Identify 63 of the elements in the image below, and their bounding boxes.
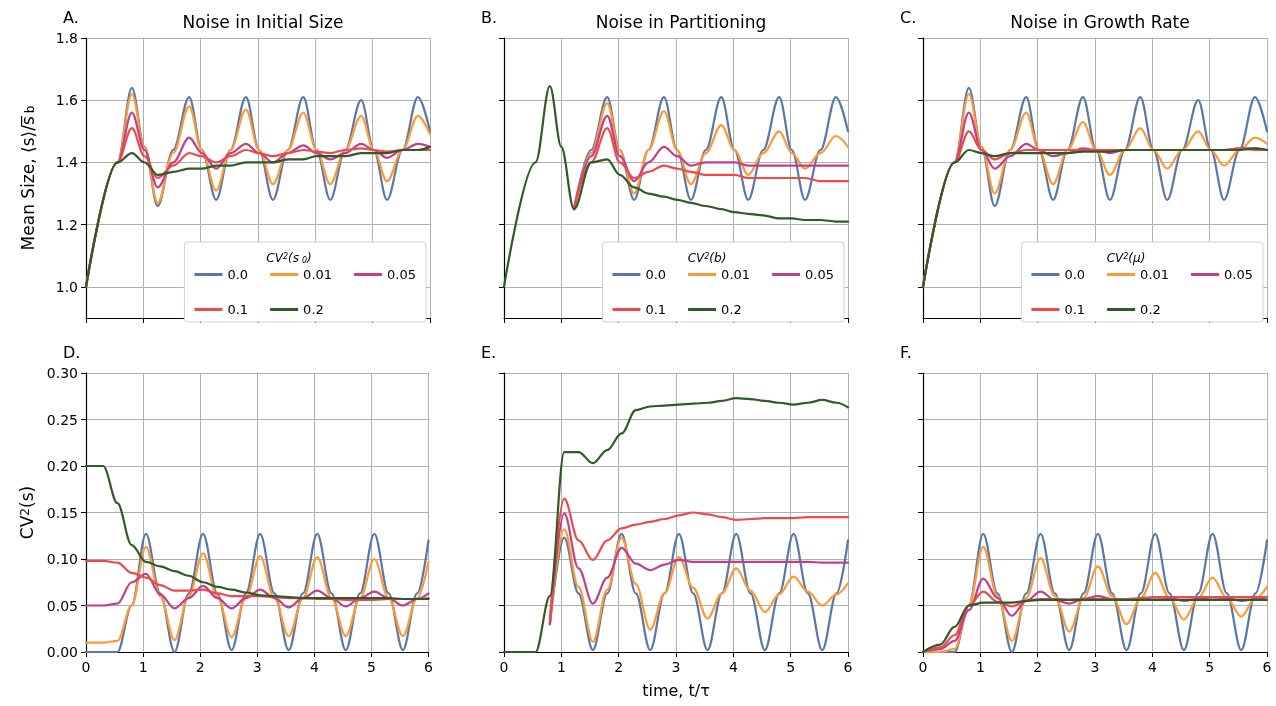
x-tick-label: 6	[424, 659, 434, 675]
x-tick-label: 5	[366, 659, 376, 675]
y-axis-title: CV2(s)	[17, 485, 38, 540]
x-tick-label: 6	[843, 659, 853, 675]
legend-label: 0.0	[645, 267, 667, 282]
y-tick-label: 1.0	[55, 278, 78, 295]
y-axis-title: Mean Size, ⟨s⟩/s̅b	[17, 105, 38, 251]
legend-label: 0.05	[805, 267, 835, 282]
y-tick-label: 0.10	[46, 551, 78, 567]
x-tick-label: 5	[1205, 659, 1215, 675]
y-tick-label: 1.8	[55, 30, 78, 46]
y-tick-label: 1.6	[55, 92, 79, 109]
line-series	[84, 464, 430, 601]
x-axis-title: time, t/τ	[642, 680, 710, 700]
chart-title: Noise in Initial Size	[182, 11, 344, 32]
legend-label: 0.1	[227, 302, 249, 317]
legend-label: 0.0	[1064, 267, 1086, 282]
text: A.	[63, 7, 79, 27]
y-tick-label: 0.20	[46, 458, 78, 474]
x-tick-label: 3	[1090, 659, 1100, 675]
legend-label: 0.01	[721, 267, 751, 282]
text: F.	[900, 342, 912, 362]
legend-label: 0.0	[227, 267, 249, 282]
x-tick-label: 3	[252, 659, 262, 675]
x-tick-label: 4	[728, 659, 738, 675]
text: D.	[63, 342, 81, 362]
legend-label: 0.05	[387, 267, 417, 282]
x-tick-label: 2	[614, 659, 624, 675]
y-tick-label: 1.2	[55, 216, 78, 233]
line-series	[84, 572, 430, 610]
x-tick-label: 3	[671, 659, 681, 675]
y-tick-label: 0.25	[46, 411, 78, 428]
x-tick-label: 1	[138, 659, 148, 675]
x-tick-label: 2	[1033, 659, 1043, 675]
x-tick-label: 0	[81, 659, 91, 675]
text: E.	[481, 342, 497, 362]
x-tick-label: 1	[975, 659, 985, 675]
legend-label: 0.2	[1140, 302, 1161, 317]
x-tick-label: 0	[918, 659, 928, 675]
x-tick-label: 0	[499, 659, 509, 675]
legend-label: 0.1	[645, 302, 667, 317]
legend-label: 0.01	[303, 267, 333, 282]
x-tick-label: 4	[309, 659, 319, 675]
legend-label: 0.1	[1064, 302, 1086, 317]
x-tick-label: 2	[195, 659, 205, 675]
text: C.	[900, 7, 917, 27]
x-tick-label: 6	[1262, 659, 1272, 675]
y-tick-label: 0.00	[46, 644, 78, 660]
legend-label: 0.01	[1140, 267, 1170, 282]
chart-title: Noise in Partitioning	[595, 11, 767, 32]
text: B.	[481, 7, 498, 27]
y-tick-label: 0.15	[46, 504, 78, 521]
y-tick-label: 0.05	[46, 597, 78, 614]
legend-label: 0.05	[1224, 267, 1254, 282]
line-series	[84, 545, 430, 644]
x-tick-label: 1	[556, 659, 566, 675]
x-tick-label: 4	[1147, 659, 1157, 675]
legend-label: 0.2	[721, 302, 742, 317]
y-tick-label: 0.30	[46, 365, 78, 381]
y-tick-label: 1.4	[55, 154, 79, 171]
x-tick-label: 5	[786, 659, 796, 675]
chart-title: Noise in Growth Rate	[1010, 11, 1190, 32]
legend-label: 0.2	[303, 302, 324, 317]
